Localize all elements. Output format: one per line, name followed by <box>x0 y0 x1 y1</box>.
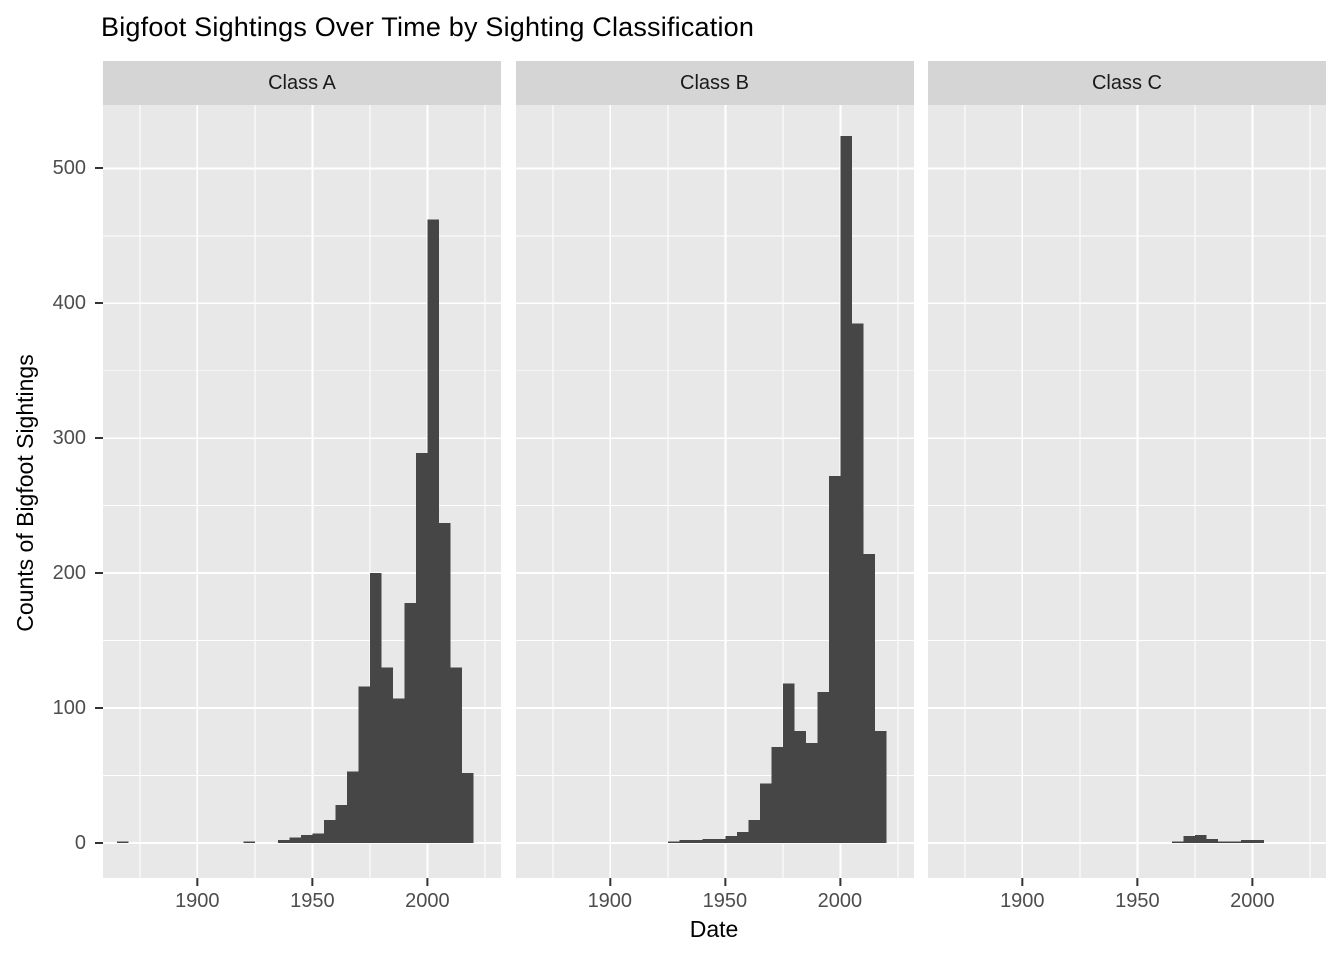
histogram-bar <box>690 840 702 843</box>
histogram-bar <box>678 840 691 843</box>
y-tick-label: 400 <box>52 292 86 315</box>
histogram-bar <box>461 772 474 843</box>
histogram-bar <box>312 833 324 843</box>
y-tick-label: 200 <box>52 562 86 585</box>
histogram-bar <box>381 667 393 843</box>
histogram-bar <box>793 730 806 843</box>
panel-background <box>928 105 1326 878</box>
facet-strip-label: Class C <box>1091 71 1162 94</box>
histogram-bar <box>404 602 416 843</box>
facet-strip: Class B <box>515 61 914 105</box>
histogram-bar <box>816 691 829 843</box>
histogram-bar <box>736 832 748 843</box>
histogram-bar <box>323 819 336 843</box>
facet-strip-label: Class A <box>268 71 336 94</box>
histogram-bar <box>1171 841 1184 843</box>
facet-plot-svg <box>103 105 501 886</box>
facet-plot-svg <box>515 105 914 886</box>
histogram-bar <box>862 554 875 843</box>
histogram-bar <box>415 453 428 843</box>
histogram-bar <box>667 841 679 843</box>
histogram-bar <box>874 730 886 843</box>
histogram-bar <box>724 836 737 843</box>
histogram-bar <box>1206 838 1218 843</box>
histogram-bar <box>392 698 405 843</box>
x-tick-label: 1950 <box>1115 890 1160 912</box>
facet-strip: Class A <box>103 61 501 105</box>
histogram-bar <box>851 323 863 843</box>
histogram-bar <box>438 523 451 843</box>
y-tick-mark <box>95 302 103 305</box>
histogram-bar <box>805 743 817 843</box>
histogram-bar <box>1183 836 1195 843</box>
histogram-bar <box>1194 834 1207 843</box>
x-tick-label: 1900 <box>587 890 633 912</box>
y-tick-label: 0 <box>74 831 86 854</box>
x-tick-label: 1900 <box>1000 890 1045 912</box>
x-tick-label: 1900 <box>175 890 220 912</box>
y-tick-mark <box>95 167 103 170</box>
histogram-bar <box>782 683 794 843</box>
x-tick-label: 1950 <box>290 890 335 912</box>
facet-strip-label: Class B <box>680 71 749 94</box>
y-tick-mark <box>95 841 103 844</box>
x-tick-label: 2000 <box>405 890 450 912</box>
histogram-bar <box>277 840 290 843</box>
histogram-bar <box>1229 841 1241 843</box>
histogram-bar <box>358 686 370 843</box>
y-tick-label: 500 <box>52 157 86 180</box>
y-tick-mark <box>95 707 103 710</box>
chart-title: Bigfoot Sightings Over Time by Sighting … <box>101 12 755 42</box>
histogram-bar <box>701 838 714 843</box>
histogram-bar <box>828 475 840 843</box>
facet-strip: Class C <box>928 61 1326 105</box>
y-tick-mark <box>95 437 103 440</box>
histogram-bar <box>1217 841 1230 843</box>
histogram-bar <box>243 841 255 843</box>
x-axis-title: Date <box>689 916 739 942</box>
x-tick-label: 1950 <box>702 890 748 912</box>
y-tick-mark <box>95 572 103 575</box>
histogram-bar <box>713 838 725 843</box>
histogram-bar <box>1240 840 1253 843</box>
histogram-bar <box>369 573 382 843</box>
histogram-bar <box>450 667 462 843</box>
histogram-bar <box>346 771 359 843</box>
histogram-bar <box>335 805 347 843</box>
histogram-bar <box>289 837 301 843</box>
histogram-bar <box>427 219 439 843</box>
facet-plot-svg <box>928 105 1326 886</box>
histogram-bar <box>759 783 771 843</box>
histogram-bar <box>116 841 129 843</box>
x-tick-label: 2000 <box>1230 890 1275 912</box>
histogram-bar <box>1252 840 1264 843</box>
y-tick-label: 300 <box>52 427 86 450</box>
histogram-bar <box>770 747 783 843</box>
histogram-bar <box>839 136 852 843</box>
histogram-bar <box>747 819 760 843</box>
x-tick-label: 2000 <box>817 890 863 912</box>
histogram-bar <box>300 834 313 843</box>
y-tick-label: 100 <box>52 697 86 720</box>
